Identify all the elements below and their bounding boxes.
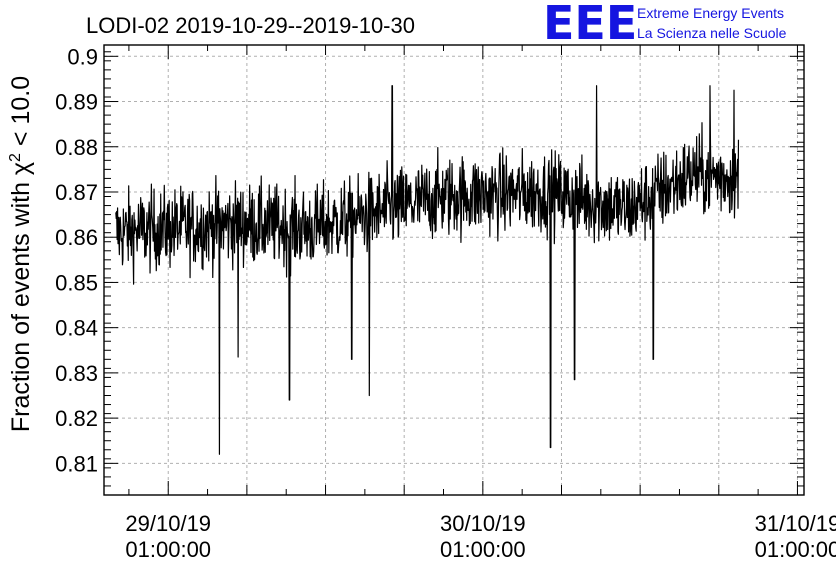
x-tick-label-time: 01:00:00 [755, 537, 836, 562]
grid [104, 45, 804, 495]
y-tick-label: 0.83 [55, 361, 98, 386]
x-tick-label-time: 01:00:00 [440, 537, 526, 562]
y-tick-label: 0.89 [55, 90, 98, 115]
series-layer [115, 85, 740, 455]
y-tick-label: 0.84 [55, 316, 98, 341]
y-tick-label: 0.88 [55, 135, 98, 160]
y-axis-title: Fraction of events with χ2 < 10.0 [7, 76, 35, 432]
eee-logo: EEE Extreme Energy Events La Scienza nel… [543, 0, 787, 50]
axes: 0.81 0.82 0.83 0.84 0.85 0.86 0.87 0.88 0.89 0.9 2… [55, 44, 836, 562]
y-tick-label: 0.82 [55, 406, 98, 431]
y-tick-label: 0.85 [55, 270, 98, 295]
logo-line-1: Extreme Energy Events [637, 5, 784, 21]
x-tick-label-date: 31/10/19 [755, 511, 836, 536]
x-tick-label-time: 01:00:00 [125, 537, 211, 562]
plot-frame [103, 44, 805, 496]
y-tick-label: 0.87 [55, 180, 98, 205]
series-line [115, 85, 740, 455]
logo-line-2: La Scienza nelle Scuole [637, 25, 787, 41]
x-tick-label-date: 30/10/19 [440, 511, 526, 536]
chart-title: LODI-02 2019-10-29--2019-10-30 [86, 13, 415, 38]
y-tick-label: 0.9 [67, 44, 98, 69]
logo-letters: EEE [543, 0, 637, 50]
y-tick-label: 0.81 [55, 451, 98, 476]
y-tick-label: 0.86 [55, 225, 98, 250]
x-tick-label-date: 29/10/19 [125, 511, 211, 536]
